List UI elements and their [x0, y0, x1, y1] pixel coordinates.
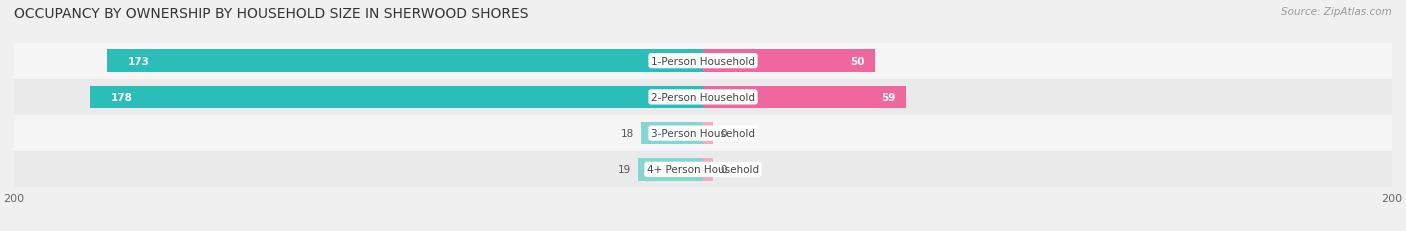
- Text: 50: 50: [851, 56, 865, 66]
- Bar: [703, 50, 875, 73]
- Bar: [703, 86, 907, 109]
- Bar: [90, 86, 703, 109]
- Bar: [637, 158, 703, 181]
- Text: 173: 173: [128, 56, 149, 66]
- Text: OCCUPANCY BY OWNERSHIP BY HOUSEHOLD SIZE IN SHERWOOD SHORES: OCCUPANCY BY OWNERSHIP BY HOUSEHOLD SIZE…: [14, 7, 529, 21]
- Text: 178: 178: [111, 92, 132, 103]
- Text: 59: 59: [882, 92, 896, 103]
- Text: 3-Person Household: 3-Person Household: [651, 128, 755, 139]
- Bar: [703, 122, 713, 145]
- Text: Source: ZipAtlas.com: Source: ZipAtlas.com: [1281, 7, 1392, 17]
- Bar: [14, 152, 1392, 188]
- Bar: [107, 50, 703, 73]
- Bar: [14, 116, 1392, 152]
- Bar: [703, 158, 713, 181]
- Text: 18: 18: [621, 128, 634, 139]
- Text: 0: 0: [720, 128, 727, 139]
- Bar: [641, 122, 703, 145]
- Bar: [14, 43, 1392, 79]
- Text: 4+ Person Household: 4+ Person Household: [647, 165, 759, 175]
- Text: 1-Person Household: 1-Person Household: [651, 56, 755, 66]
- Text: 2-Person Household: 2-Person Household: [651, 92, 755, 103]
- Text: 0: 0: [720, 165, 727, 175]
- Bar: [14, 79, 1392, 116]
- Text: 19: 19: [617, 165, 631, 175]
